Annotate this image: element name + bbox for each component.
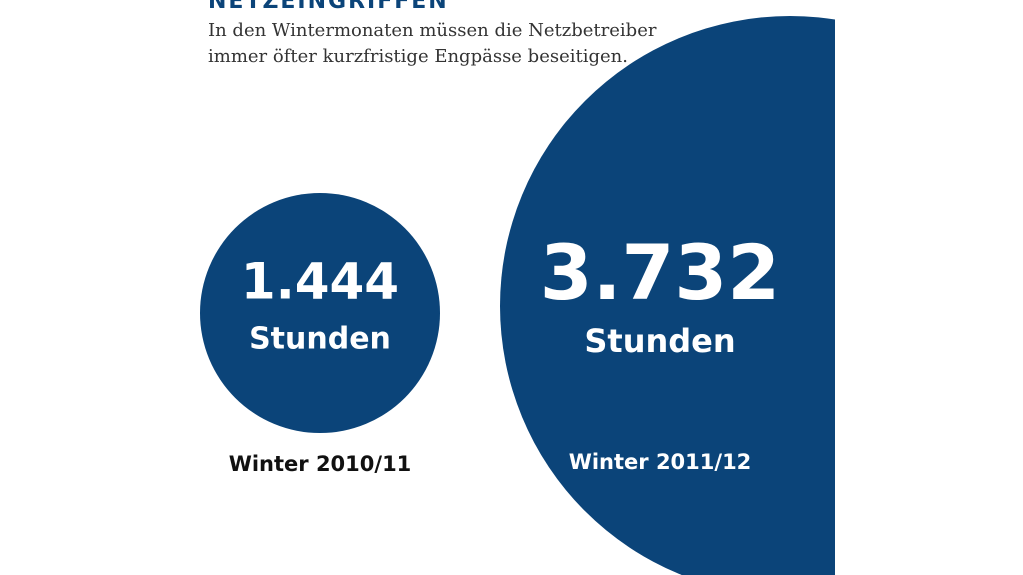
- value-label: 1.444: [241, 253, 399, 311]
- unit-label: Stunden: [584, 322, 735, 360]
- unit-label: Stunden: [249, 322, 391, 357]
- subtitle-line: immer öfter kurzfristige Engpässe beseit…: [208, 46, 628, 67]
- category-label: Winter 2011/12: [569, 450, 752, 474]
- chart-title: NETZEINGRIFFEN: [208, 0, 449, 14]
- bubble: [200, 193, 440, 433]
- category-label: Winter 2010/11: [229, 452, 412, 476]
- bubble: [500, 16, 835, 575]
- value-label: 3.732: [540, 228, 780, 317]
- subtitle-line: In den Wintermonaten müssen die Netzbetr…: [208, 20, 657, 41]
